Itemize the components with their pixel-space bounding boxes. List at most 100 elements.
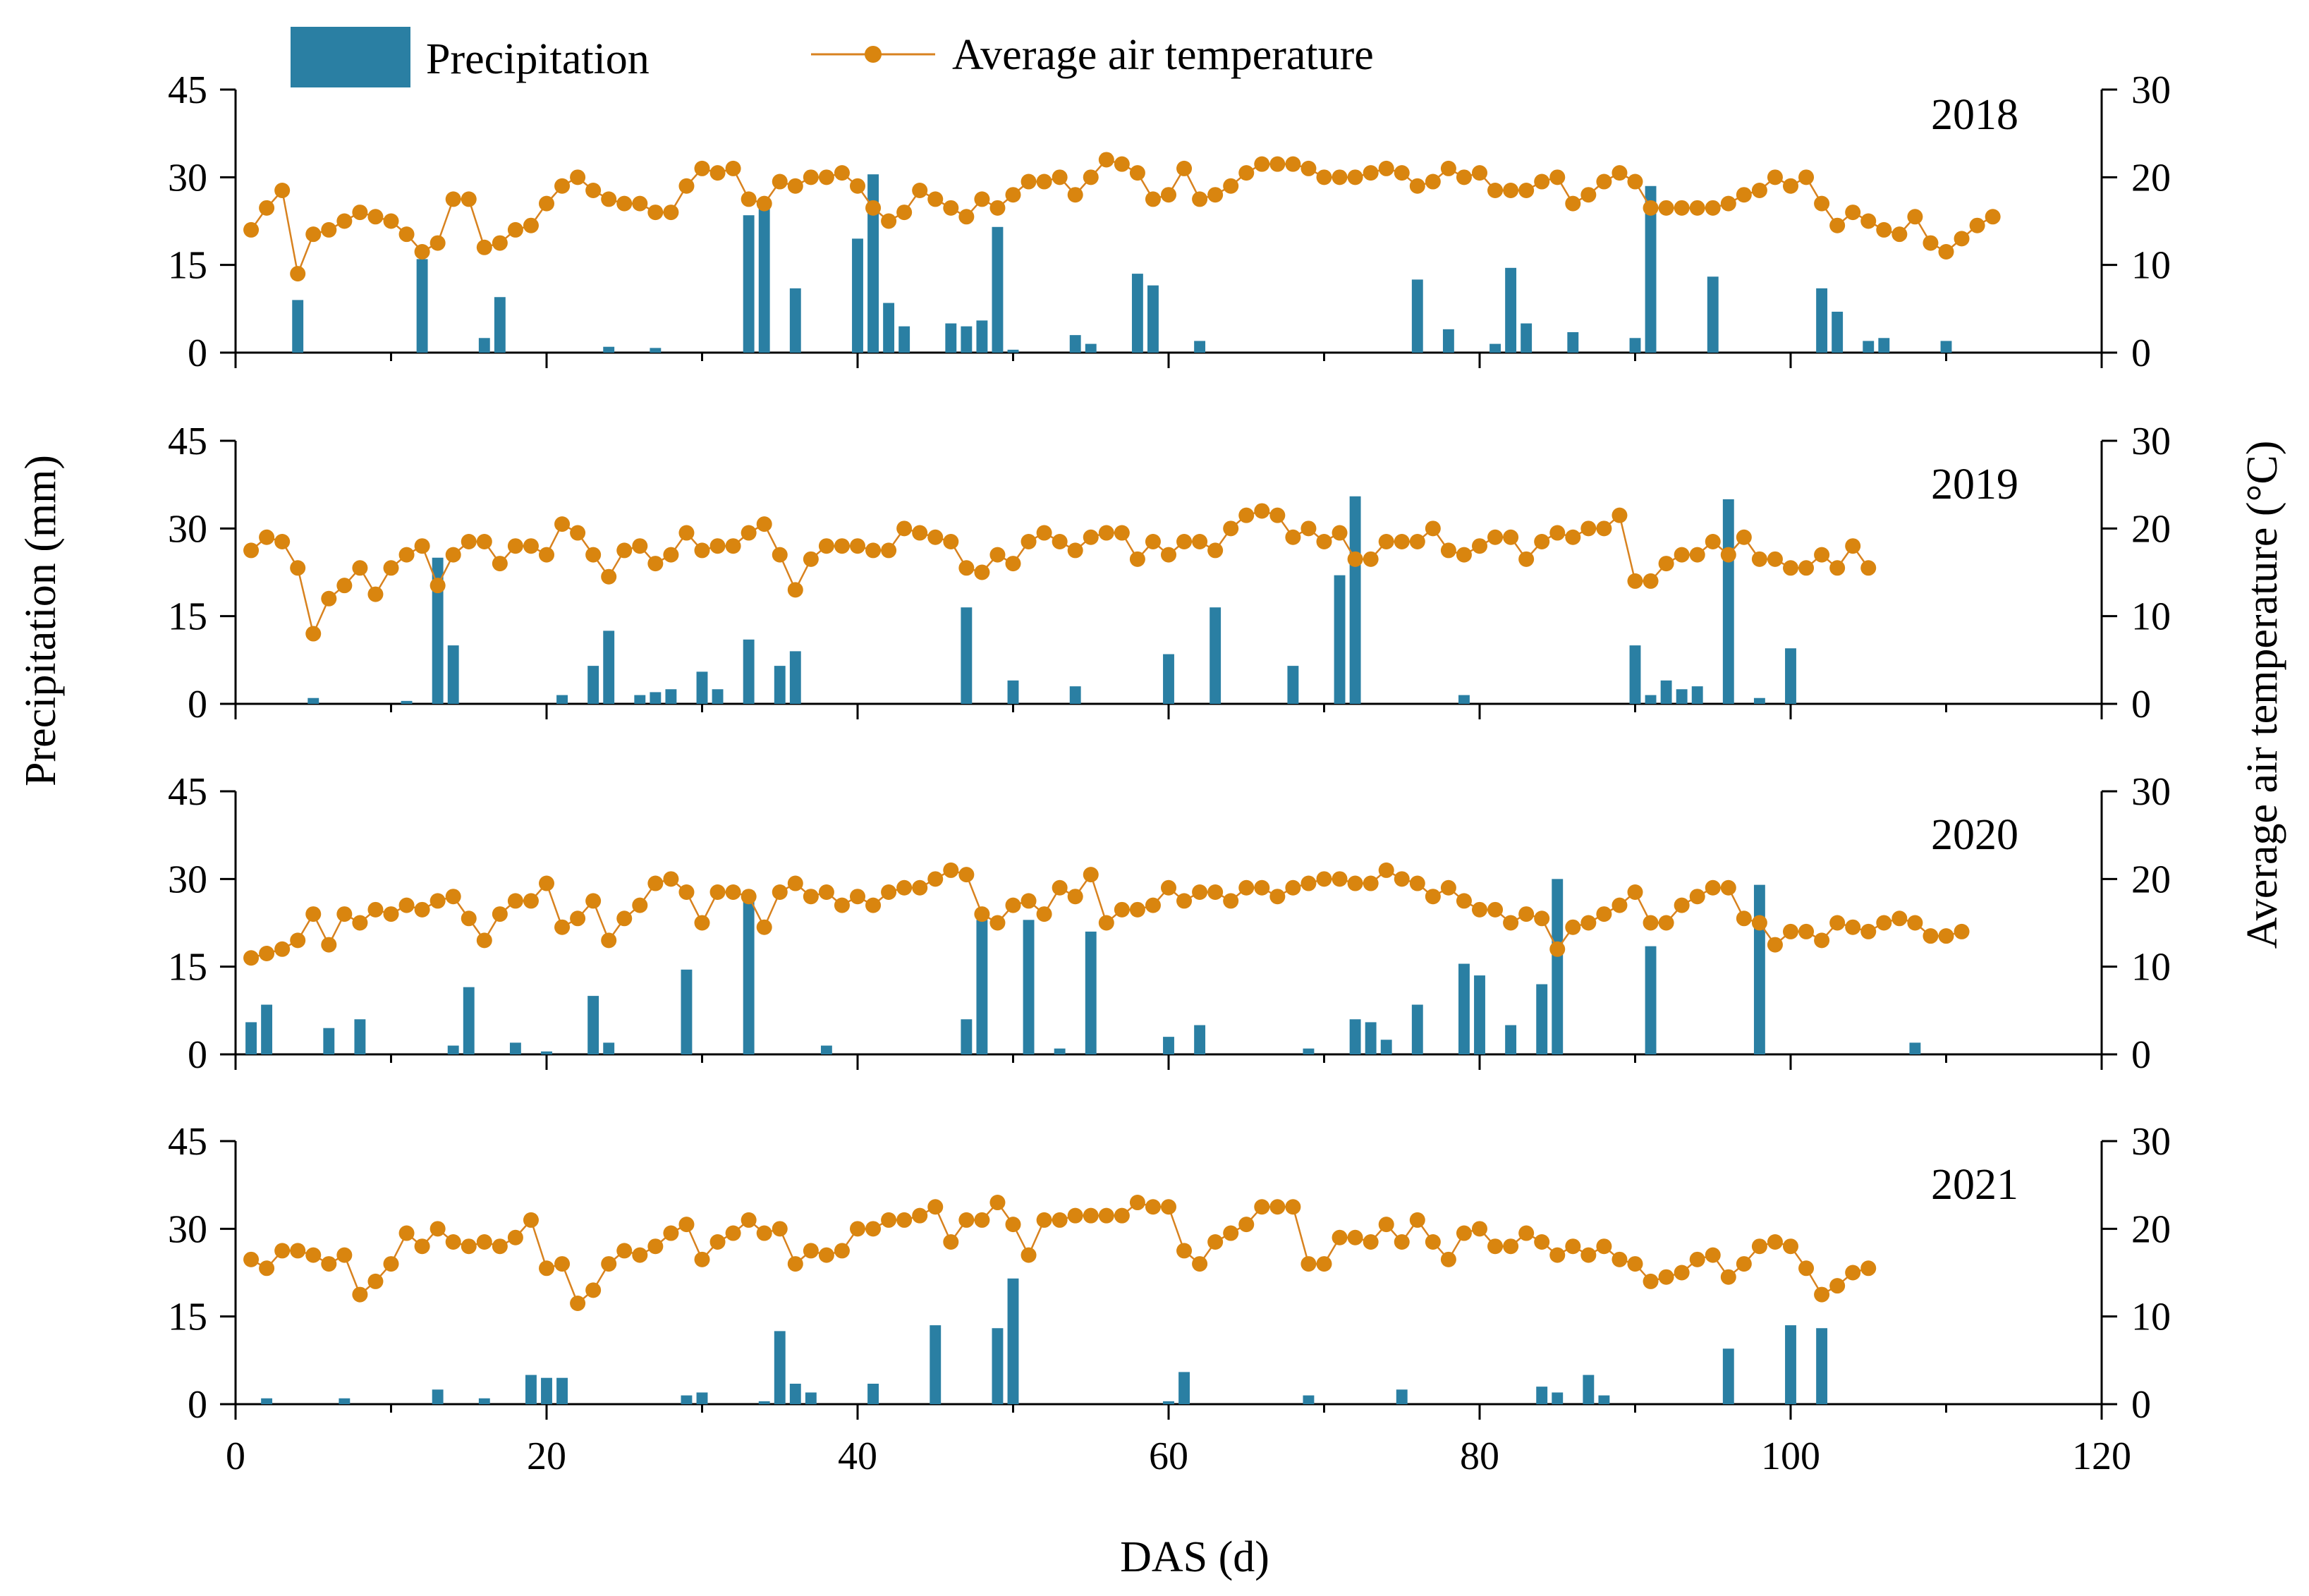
temperature-point xyxy=(1783,1238,1798,1255)
temperature-point xyxy=(974,191,990,207)
temperature-point xyxy=(1720,1269,1736,1285)
temperature-point xyxy=(1161,547,1176,563)
temperature-point xyxy=(1954,231,1970,247)
temperature-point xyxy=(850,178,865,194)
temperature-point xyxy=(1612,507,1628,523)
temperature-point xyxy=(1161,187,1176,203)
temperature-point xyxy=(1145,897,1161,913)
temperature-point xyxy=(1129,901,1145,918)
temperature-point xyxy=(601,932,617,949)
temperature-point xyxy=(1658,556,1674,572)
temperature-point xyxy=(352,1286,368,1303)
precipitation-bar xyxy=(1007,680,1019,704)
temperature-point xyxy=(943,200,959,216)
temperature-line xyxy=(250,510,1870,637)
precipitation-bar xyxy=(339,1398,351,1404)
temperature-point xyxy=(927,191,944,207)
temperature-point xyxy=(958,1212,975,1228)
y-right-tick-label: 30 xyxy=(2131,68,2171,112)
precipitation-bar xyxy=(1349,496,1361,704)
temperature-point xyxy=(850,889,865,905)
precipitation-bar xyxy=(1489,343,1501,353)
temperature-point xyxy=(1860,1260,1877,1277)
precipitation-bar xyxy=(1442,329,1454,353)
temperature-point xyxy=(1176,1243,1193,1259)
y-right-tick-label: 0 xyxy=(2131,1383,2151,1427)
temperature-point xyxy=(756,516,772,532)
temperature-point xyxy=(1518,182,1535,198)
temperature-point xyxy=(1689,889,1705,905)
precipitation-bar xyxy=(463,987,475,1054)
temperature-point xyxy=(1829,1278,1846,1294)
temperature-point xyxy=(1829,915,1846,931)
temperature-point xyxy=(336,213,353,229)
precipitation-bar xyxy=(323,1028,335,1054)
temperature-point xyxy=(1876,915,1892,931)
precipitation-bar xyxy=(961,607,973,704)
temperature-point xyxy=(927,529,944,545)
temperature-point xyxy=(367,586,384,602)
temperature-point xyxy=(834,538,850,554)
temperature-point xyxy=(632,897,648,913)
temperature-point xyxy=(974,906,990,922)
precipitation-bar xyxy=(681,1395,693,1404)
y-left-tick-label: 0 xyxy=(188,1033,207,1077)
precipitation-bar xyxy=(1194,341,1206,353)
precipitation-bar xyxy=(961,1019,973,1054)
precipitation-bar xyxy=(867,174,879,353)
temperature-point xyxy=(1067,889,1083,905)
temperature-point xyxy=(1114,156,1130,172)
temperature-point xyxy=(492,906,508,922)
temperature-point xyxy=(1269,156,1286,172)
temperature-point xyxy=(772,547,788,563)
precipitation-bar xyxy=(1411,279,1423,353)
precipitation-bar xyxy=(603,346,615,353)
temperature-point xyxy=(1534,173,1550,190)
temperature-point xyxy=(772,884,788,900)
temperature-point xyxy=(881,884,897,900)
precipitation-bar xyxy=(1816,288,1828,353)
temperature-point xyxy=(1409,178,1425,194)
temperature-point xyxy=(1067,1207,1083,1224)
temperature-point xyxy=(601,191,617,207)
precipitation-bar xyxy=(1707,276,1719,353)
temperature-point xyxy=(678,1217,695,1233)
precipitation-bar xyxy=(1722,1348,1734,1404)
temperature-point xyxy=(1207,542,1224,559)
temperature-point xyxy=(492,556,508,572)
temperature-point xyxy=(1192,533,1208,549)
temperature-point xyxy=(336,906,353,922)
temperature-point xyxy=(570,1296,586,1312)
precipitation-bar xyxy=(1505,1025,1517,1054)
y-right-tick-label: 30 xyxy=(2131,420,2171,463)
temperature-point xyxy=(1565,919,1581,935)
temperature-point xyxy=(1067,542,1083,559)
temperature-point xyxy=(1643,573,1659,589)
temperature-point xyxy=(554,516,571,532)
precipitation-bar xyxy=(696,1392,708,1404)
precipitation-bar xyxy=(1536,1387,1548,1404)
temperature-point xyxy=(1332,169,1348,185)
precipitation-bar xyxy=(587,666,599,704)
temperature-point xyxy=(1487,901,1504,918)
temperature-point xyxy=(663,547,679,563)
temperature-point xyxy=(881,1212,897,1228)
temperature-point xyxy=(1751,915,1767,931)
temperature-point xyxy=(943,1233,959,1250)
y-left-tick-label: 15 xyxy=(168,595,207,639)
temperature-point xyxy=(1814,932,1830,949)
temperature-point xyxy=(445,547,461,563)
temperature-point xyxy=(818,884,834,900)
temperature-point xyxy=(694,160,710,176)
temperature-point xyxy=(274,941,291,957)
temperature-point xyxy=(1751,182,1767,198)
precipitation-bar xyxy=(930,1325,942,1404)
temperature-point xyxy=(1627,573,1643,589)
temperature-point xyxy=(429,578,446,594)
temperature-point xyxy=(290,560,306,576)
precipitation-bar xyxy=(696,671,708,704)
y-axis-right-title: Average air temperature (°C) xyxy=(2238,441,2286,949)
temperature-point xyxy=(1300,520,1317,537)
temperature-point xyxy=(1316,1256,1332,1272)
precipitation-bar xyxy=(245,1022,257,1054)
